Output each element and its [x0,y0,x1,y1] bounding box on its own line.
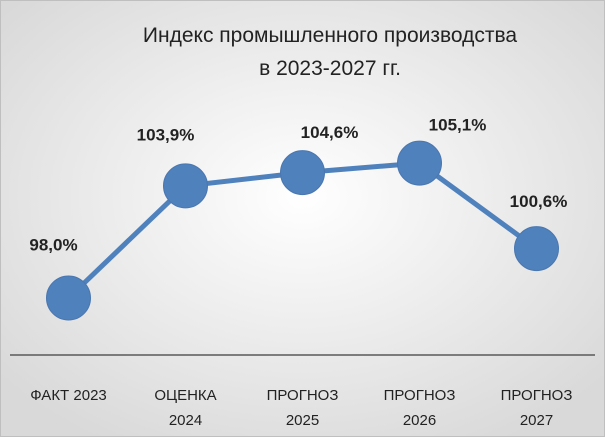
data-point [46,275,91,321]
x-tick-label: ПРОГНОЗ 2025 [267,387,339,429]
data-label: 98,0% [29,235,77,254]
x-tick-label: ОЦЕНКА 2024 [154,387,216,429]
data-label: 100,6% [510,192,568,211]
x-tick-label: ПРОГНОЗ 2026 [384,387,456,429]
data-point [397,140,442,186]
data-point [163,163,208,209]
x-tick-label: ФАКТ 2023 [30,387,107,404]
data-label: 104,6% [301,123,359,142]
data-label: 103,9% [137,125,195,144]
data-label: 105,1% [429,116,487,135]
x-tick-label: ПРОГНОЗ 2027 [501,387,573,429]
chart-title: Индекс промышленного производства в 2023-… [143,24,518,80]
data-point [280,150,325,196]
data-point [514,226,559,272]
